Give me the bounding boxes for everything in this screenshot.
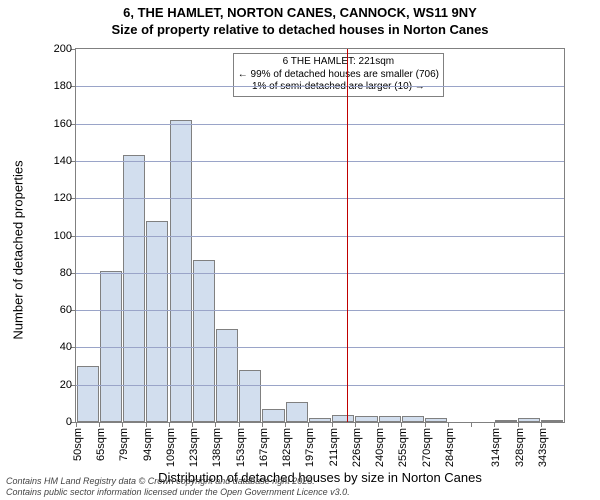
x-tick-mark: [518, 422, 519, 427]
x-tick-label: 197sqm: [304, 428, 316, 467]
histogram-bar: [379, 416, 401, 422]
x-tick-label: 167sqm: [258, 428, 270, 467]
y-tick-label: 200: [54, 43, 72, 55]
gridline: [76, 86, 564, 87]
footer-line-2: Contains public sector information licen…: [6, 487, 350, 497]
x-tick-mark: [262, 422, 263, 427]
annotation-line: ← 99% of detached houses are smaller (70…: [238, 69, 439, 82]
x-tick-label: 270sqm: [421, 428, 433, 467]
x-tick-label: 123sqm: [188, 428, 200, 467]
attribution-footer: Contains HM Land Registry data © Crown c…: [6, 476, 350, 497]
histogram-bar: [239, 370, 261, 422]
histogram-bar: [170, 120, 192, 422]
histogram-bar: [77, 366, 99, 422]
x-tick-mark: [494, 422, 495, 427]
x-tick-label: 94sqm: [142, 428, 154, 461]
x-tick-label: 328sqm: [514, 428, 526, 467]
x-tick-mark: [425, 422, 426, 427]
x-tick-label: 153sqm: [235, 428, 247, 467]
x-tick-label: 65sqm: [95, 428, 107, 461]
x-tick-label: 211sqm: [328, 428, 340, 466]
histogram-bar: [332, 415, 354, 422]
y-tick-label: 160: [54, 118, 72, 130]
y-tick-label: 100: [54, 230, 72, 242]
chart-title: 6, THE HAMLET, NORTON CANES, CANNOCK, WS…: [0, 5, 600, 39]
x-tick-label: 109sqm: [165, 428, 177, 467]
x-tick-label: 284sqm: [444, 428, 456, 467]
x-tick-mark: [448, 422, 449, 427]
y-tick-label: 20: [60, 379, 72, 391]
x-tick-label: 50sqm: [72, 428, 84, 461]
histogram-bar: [425, 418, 447, 422]
footer-line-1: Contains HM Land Registry data © Crown c…: [6, 476, 350, 486]
x-tick-label: 343sqm: [537, 428, 549, 467]
title-line-2: Size of property relative to detached ho…: [0, 22, 600, 39]
x-tick-label: 255sqm: [397, 428, 409, 467]
y-tick-label: 60: [60, 304, 72, 316]
y-tick-label: 40: [60, 341, 72, 353]
x-tick-label: 138sqm: [211, 428, 223, 467]
x-tick-mark: [308, 422, 309, 427]
x-tick-mark: [122, 422, 123, 427]
y-axis-title: Number of detached properties: [11, 160, 26, 339]
gridline: [76, 236, 564, 237]
plot-area: 6 THE HAMLET: 221sqm← 99% of detached ho…: [75, 48, 565, 423]
x-tick-mark: [146, 422, 147, 427]
x-tick-mark: [76, 422, 77, 427]
x-tick-mark: [378, 422, 379, 427]
histogram-bar: [262, 409, 284, 422]
histogram-bar: [193, 260, 215, 422]
histogram-bar: [146, 221, 168, 422]
x-tick-mark: [471, 422, 472, 427]
x-tick-label: 182sqm: [281, 428, 293, 467]
x-tick-mark: [239, 422, 240, 427]
gridline: [76, 385, 564, 386]
x-tick-label: 79sqm: [118, 428, 130, 461]
x-tick-label: 240sqm: [374, 428, 386, 467]
y-tick-label: 180: [54, 80, 72, 92]
gridline: [76, 310, 564, 311]
histogram-bar: [123, 155, 145, 422]
x-tick-mark: [332, 422, 333, 427]
histogram-bar: [309, 418, 331, 422]
x-tick-mark: [401, 422, 402, 427]
x-tick-mark: [99, 422, 100, 427]
x-tick-mark: [285, 422, 286, 427]
annotation-line: 6 THE HAMLET: 221sqm: [238, 56, 439, 69]
histogram-bar: [216, 329, 238, 422]
histogram-bar: [402, 416, 424, 422]
x-tick-label: 314sqm: [490, 428, 502, 467]
histogram-bar: [286, 402, 308, 423]
histogram-bar: [518, 418, 540, 422]
histogram-bar: [355, 416, 377, 422]
gridline: [76, 124, 564, 125]
annotation-box: 6 THE HAMLET: 221sqm← 99% of detached ho…: [233, 53, 444, 97]
x-tick-mark: [192, 422, 193, 427]
x-tick-label: 226sqm: [351, 428, 363, 467]
gridline: [76, 198, 564, 199]
marker-line: [347, 49, 348, 422]
histogram-bar: [495, 420, 517, 422]
y-tick-label: 120: [54, 192, 72, 204]
gridline: [76, 273, 564, 274]
y-tick-label: 140: [54, 155, 72, 167]
histogram-bar: [541, 420, 563, 422]
gridline: [76, 347, 564, 348]
x-tick-mark: [355, 422, 356, 427]
x-tick-mark: [215, 422, 216, 427]
title-line-1: 6, THE HAMLET, NORTON CANES, CANNOCK, WS…: [0, 5, 600, 22]
x-tick-mark: [541, 422, 542, 427]
y-tick-label: 80: [60, 267, 72, 279]
gridline: [76, 161, 564, 162]
y-tick-label: 0: [66, 416, 72, 428]
x-tick-mark: [169, 422, 170, 427]
